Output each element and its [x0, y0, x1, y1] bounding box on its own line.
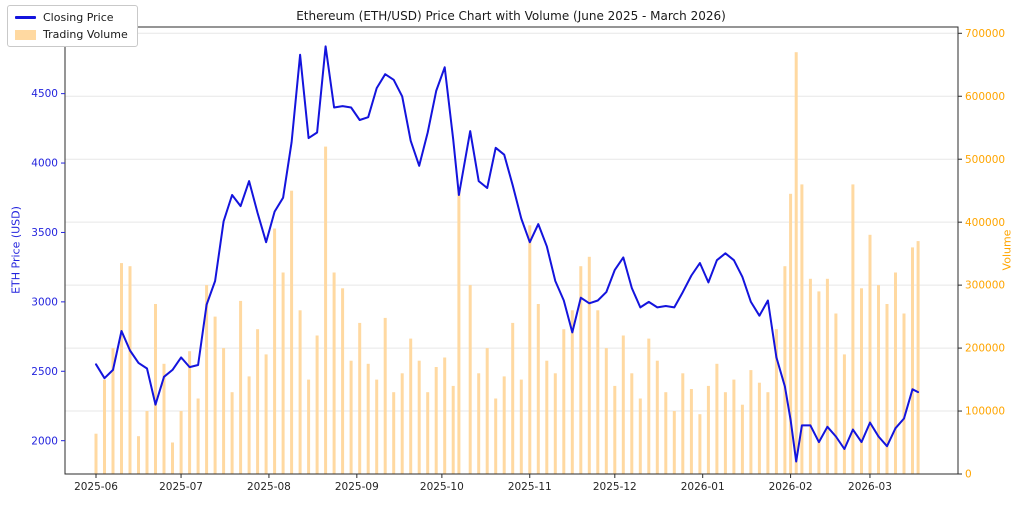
volume-tick-label: 300000	[965, 280, 1005, 292]
x-tick-label: 2026-02	[769, 481, 813, 493]
x-tick-label: 2025-06	[74, 481, 118, 493]
legend-item-closing-price: Closing Price	[15, 11, 128, 24]
x-tick-label: 2025-10	[420, 481, 464, 493]
x-tick-label: 2025-08	[247, 481, 291, 493]
legend-item-trading-volume: Trading Volume	[15, 28, 128, 41]
volume-tick-label: 600000	[965, 91, 1005, 103]
x-tick-label: 2025-09	[335, 481, 379, 493]
price-tick-label: 4000	[31, 158, 58, 170]
volume-tick-label: 200000	[965, 343, 1005, 355]
chart-title: Ethereum (ETH/USD) Price Chart with Volu…	[296, 9, 726, 23]
volume-tick-label: 400000	[965, 217, 1005, 229]
x-tick-label: 2026-01	[681, 481, 725, 493]
price-tick-label: 3500	[31, 227, 58, 239]
x-tick-label: 2025-11	[508, 481, 552, 493]
legend: Closing Price Trading Volume	[7, 5, 138, 47]
price-tick-label: 4500	[31, 88, 58, 100]
trading-volume-patch-swatch-icon	[15, 29, 36, 40]
legend-label: Closing Price	[43, 11, 114, 24]
price-tick-label: 2000	[31, 435, 58, 447]
legend-label: Trading Volume	[43, 28, 128, 41]
x-tick-label: 2026-03	[848, 481, 892, 493]
volume-tick-label: 100000	[965, 406, 1005, 418]
volume-tick-label: 0	[965, 469, 972, 481]
volume-bars	[94, 52, 920, 475]
volume-tick-label: 700000	[965, 28, 1005, 40]
closing-price-line	[95, 45, 920, 463]
price-tick-label: 2500	[31, 366, 58, 378]
closing-price-line-swatch-icon	[15, 16, 36, 19]
volume-tick-label: 500000	[965, 154, 1005, 166]
x-tick-label: 2025-07	[159, 481, 203, 493]
price-tick-label: 3000	[31, 296, 58, 308]
axes-frame	[64, 26, 959, 475]
x-tick-label: 2025-12	[593, 481, 637, 493]
